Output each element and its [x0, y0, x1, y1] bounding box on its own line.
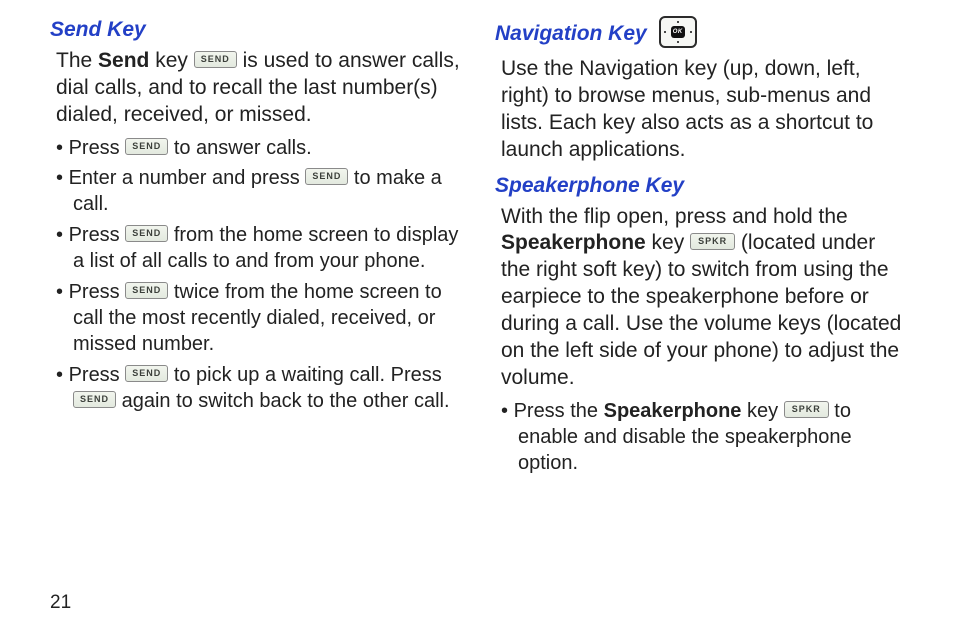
text-fragment: to answer calls. [168, 137, 311, 159]
navigation-key-heading: Navigation Key OK [495, 18, 906, 50]
bold-word: Speakerphone [501, 231, 646, 254]
list-item: Press SEND twice from the home screen to… [56, 279, 461, 358]
send-key-heading: Send Key [50, 18, 461, 42]
send-key-icon: SEND [73, 391, 116, 408]
text-fragment: key [646, 231, 690, 254]
text-fragment: key [149, 49, 193, 72]
text-fragment: With the flip open, press and hold the [501, 205, 848, 228]
text-fragment: Press [69, 137, 126, 159]
text-fragment: to pick up a waiting call. Press [168, 364, 441, 386]
send-key-icon: SEND [125, 365, 168, 382]
send-key-bullets: Press SEND to answer calls. Enter a numb… [56, 135, 461, 415]
text-fragment: again to switch back to the other call. [116, 390, 450, 412]
send-key-intro: The Send key SEND is used to answer call… [56, 48, 461, 129]
nav-up-dot [677, 21, 679, 23]
right-column: Navigation Key OK Use the Navigation key… [495, 16, 906, 481]
heading-text: Speakerphone Key [495, 174, 684, 198]
text-fragment: Press [69, 364, 126, 386]
text-fragment: The [56, 49, 98, 72]
spkr-key-icon: SPKR [690, 233, 735, 250]
list-item: Press the Speakerphone key SPKR to enabl… [501, 398, 906, 477]
text-fragment: Enter a number and press [69, 167, 306, 189]
text-fragment: Press [69, 281, 126, 303]
list-item: Press SEND to answer calls. [56, 135, 461, 161]
navigation-key-body: Use the Navigation key (up, down, left, … [501, 56, 906, 164]
send-key-icon: SEND [125, 282, 168, 299]
send-key-icon: SEND [125, 138, 168, 155]
text-fragment: Press the [514, 400, 604, 422]
left-column: Send Key The Send key SEND is used to an… [50, 16, 461, 481]
nav-ok-label: OK [671, 26, 685, 38]
speakerphone-key-bullets: Press the Speakerphone key SPKR to enabl… [501, 398, 906, 477]
nav-down-dot [677, 41, 679, 43]
bold-word: Speakerphone [604, 400, 742, 422]
text-fragment: (located under the right soft key) to sw… [501, 231, 901, 388]
spkr-key-icon: SPKR [784, 401, 829, 418]
list-item: Press SEND from the home screen to displ… [56, 222, 461, 275]
bold-word: Send [98, 49, 149, 72]
send-key-icon: SEND [194, 51, 237, 68]
send-key-icon: SEND [305, 168, 348, 185]
page-number: 21 [50, 592, 71, 614]
manual-page: Send Key The Send key SEND is used to an… [0, 0, 954, 481]
text-fragment: Press [69, 224, 126, 246]
list-item: Press SEND to pick up a waiting call. Pr… [56, 362, 461, 415]
speakerphone-key-intro: With the flip open, press and hold the S… [501, 204, 906, 392]
send-key-icon: SEND [125, 225, 168, 242]
nav-right-dot [690, 31, 692, 33]
list-item: Enter a number and press SEND to make a … [56, 165, 461, 218]
heading-text: Navigation Key [495, 22, 647, 46]
nav-left-dot [664, 31, 666, 33]
text-fragment: key [741, 400, 783, 422]
speakerphone-key-heading: Speakerphone Key [495, 174, 906, 198]
navigation-key-icon: OK [659, 16, 697, 48]
heading-text: Send Key [50, 18, 146, 42]
